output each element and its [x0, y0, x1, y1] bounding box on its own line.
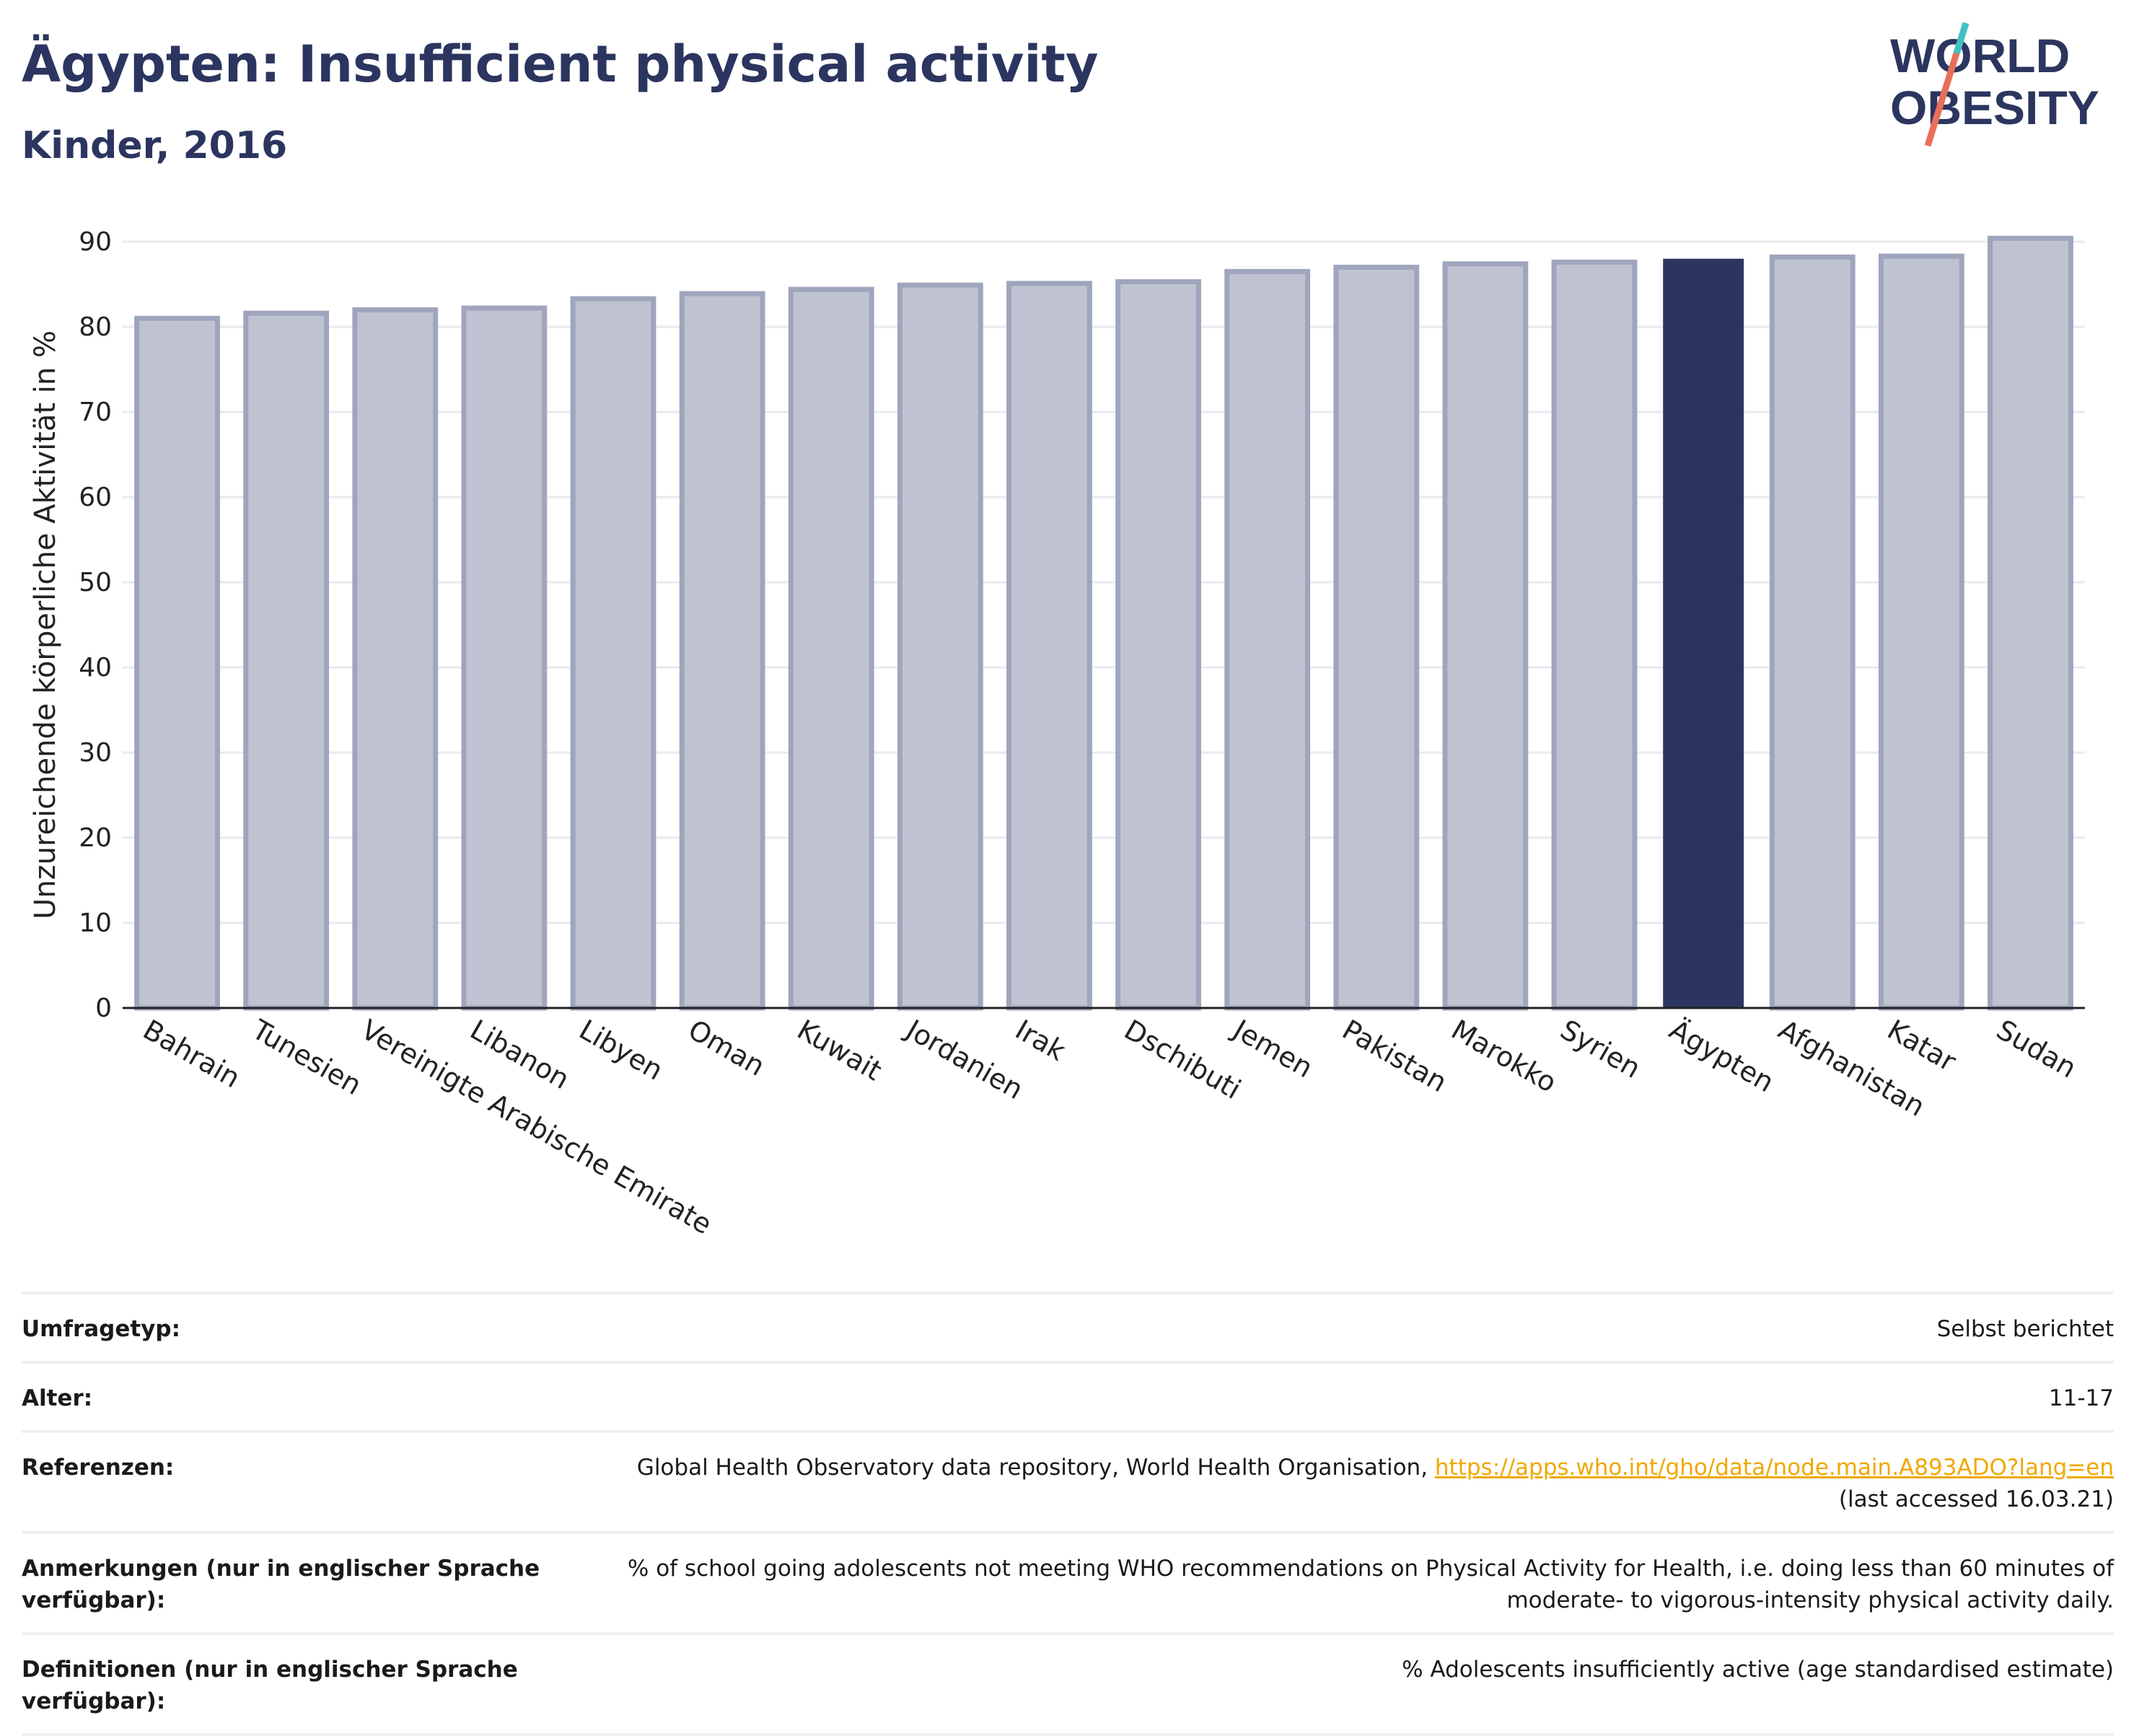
x-tick-label: Libyen [574, 1014, 669, 1087]
x-tick-label: Syrien [1555, 1014, 1646, 1084]
x-tick-label: Katar [1882, 1014, 1962, 1078]
world-obesity-logo: WORLD OBESITY [1890, 22, 2099, 147]
bar [1224, 268, 1311, 1011]
bar [1769, 254, 1856, 1011]
bar [1988, 235, 2073, 1011]
meta-value: % Adolescents insufficiently active (age… [1402, 1657, 2114, 1683]
meta-label: Definitionen (nur in englischer Sprache … [22, 1657, 518, 1714]
bar [679, 291, 765, 1011]
bar [1006, 281, 1092, 1011]
meta-label: Umfragetyp: [22, 1316, 180, 1342]
y-axis-label: Unzureichende körperliche Aktivität in % [29, 330, 62, 919]
x-tick-label: Marokko [1446, 1014, 1562, 1099]
logo-slash-teal [1953, 22, 1970, 55]
meta-row-age: Alter: 11-17 [22, 1361, 2114, 1430]
y-tick-label: 20 [79, 823, 112, 853]
bar [1878, 253, 1964, 1011]
x-tick-label: Oman [683, 1014, 770, 1082]
bar [1115, 279, 1201, 1011]
x-tick-label: Tunesien [246, 1013, 366, 1101]
y-tick-label: 10 [79, 908, 112, 938]
meta-label: Anmerkungen (nur in englischer Sprache v… [22, 1556, 540, 1613]
meta-label: Referenzen: [22, 1455, 175, 1481]
reference-accessed: (last accessed 16.03.21) [1838, 1486, 2114, 1512]
bar [1663, 258, 1744, 1009]
bar [570, 296, 657, 1011]
meta-label: Alter: [22, 1385, 93, 1411]
meta-row-survey: Umfragetyp: Selbst berichtet [22, 1292, 2114, 1361]
chart-subtitle: Kinder, 2016 [22, 124, 288, 167]
y-tick-label: 50 [79, 568, 112, 597]
reference-text: Global Health Observatory data repositor… [636, 1455, 1428, 1481]
logo-line2: OBESITY [1890, 81, 2099, 134]
x-tick-label: Pakistan [1337, 1014, 1452, 1099]
bar [352, 307, 439, 1011]
bar [897, 282, 983, 1011]
y-tick-label: 30 [79, 738, 112, 768]
meta-row-definitions: Definitionen (nur in englischer Sprache … [22, 1632, 2114, 1736]
reference-link[interactable]: https://apps.who.int/gho/data/node.main.… [1434, 1455, 2114, 1481]
y-tick-label: 0 [95, 994, 112, 1023]
meta-value: 11-17 [2048, 1385, 2114, 1411]
x-tick-label: Sudan [1991, 1014, 2082, 1084]
bar [1333, 264, 1420, 1011]
x-tick-label: Bahrain [138, 1014, 245, 1095]
x-tick-label: Irak [1010, 1014, 1071, 1067]
meta-row-references: Referenzen: Global Health Observatory da… [22, 1430, 2114, 1531]
x-tick-label: Jordanien [900, 1013, 1029, 1106]
meta-value: Selbst berichtet [1936, 1316, 2114, 1342]
x-tick-label: Kuwait [792, 1014, 887, 1087]
meta-value: % of school going adolescents not meetin… [627, 1556, 2114, 1613]
meta-row-notes: Anmerkungen (nur in englischer Sprache v… [22, 1531, 2114, 1632]
logo-line1: WORLD [1890, 29, 2070, 82]
y-tick-label: 80 [79, 312, 112, 342]
meta-value: Global Health Observatory data repositor… [570, 1452, 2114, 1515]
bar [461, 305, 548, 1011]
x-tick-label: Ägypten [1664, 1014, 1780, 1099]
bar [134, 315, 220, 1011]
y-tick-label: 90 [79, 227, 112, 257]
y-tick-label: 40 [79, 653, 112, 683]
bar [243, 310, 330, 1011]
bar [1442, 261, 1529, 1011]
x-tick-label: Jemen [1226, 1013, 1318, 1084]
bar [788, 286, 874, 1011]
chart-title: Ägypten: Insufficient physical activity [22, 35, 1099, 94]
bar [1551, 259, 1638, 1011]
y-tick-label: 70 [79, 398, 112, 427]
x-tick-label: Dschibuti [1119, 1014, 1246, 1105]
y-tick-label: 60 [79, 483, 112, 512]
metadata-table: Umfragetyp: Selbst berichtet Alter: 11-1… [22, 1292, 2114, 1736]
